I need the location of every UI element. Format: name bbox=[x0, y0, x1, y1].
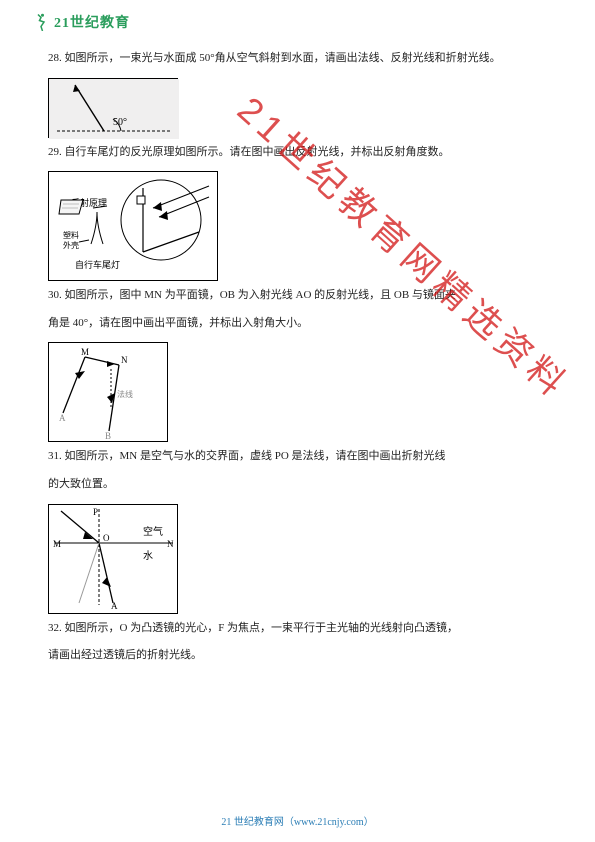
fig29-label-mid2: 外壳 bbox=[63, 240, 79, 250]
logo-runner-icon bbox=[32, 13, 50, 31]
figure-31: M N P O 空气 水 A bbox=[48, 504, 178, 614]
question-31-line1: 31. 如图所示，MN 是空气与水的交界面，虚线 PO 是法线，请在图中画出折射… bbox=[48, 448, 548, 466]
fig31-a: A bbox=[111, 601, 118, 611]
logo: 21世纪教育 bbox=[32, 12, 130, 32]
fig31-air: 空气 bbox=[143, 525, 163, 538]
angle-50-label: 50° bbox=[113, 117, 127, 128]
fig30-normal-label: 法线 bbox=[117, 389, 133, 399]
figure-30: M N A 法线 B bbox=[48, 342, 168, 442]
question-28: 28. 如图所示，一束光与水面成 50°角从空气斜射到水面，请画出法线、反射光线… bbox=[48, 50, 548, 68]
question-32-line1: 32. 如图所示，O 为凸透镜的光心，F 为焦点，一束平行于主光轴的光线射向凸透… bbox=[48, 620, 548, 638]
fig29-label-bottom: 自行车尾灯 bbox=[75, 259, 120, 270]
question-29: 29. 自行车尾灯的反光原理如图所示。请在图中画出反射光线，并标出反射角度数。 bbox=[48, 144, 548, 162]
fig30-point-m: M bbox=[81, 347, 89, 357]
fig29-label-mid: 塑料 bbox=[63, 230, 79, 240]
fig31-water: 水 bbox=[143, 550, 153, 562]
question-31-line2: 的大致位置。 bbox=[48, 476, 548, 494]
question-30-line2: 角是 40°，请在图中画出平面镜，并标出入射角大小。 bbox=[48, 315, 548, 333]
fig30-point-a: A bbox=[59, 413, 66, 423]
page-footer: 21 世纪教育网（www.21cnjy.com） bbox=[0, 813, 595, 828]
fig30-point-b: B bbox=[105, 431, 111, 441]
fig30-point-n: N bbox=[121, 355, 128, 365]
fig31-m: M bbox=[53, 539, 61, 549]
question-30-line1: 30. 如图所示，图中 MN 为平面镜，OB 为入射光线 AO 的反射光线，且 … bbox=[48, 287, 548, 305]
fig31-o: O bbox=[103, 533, 110, 543]
logo-brand-text: 21世纪教育 bbox=[54, 12, 130, 32]
question-32-line2: 请画出经过透镜后的折射光线。 bbox=[48, 647, 548, 665]
figure-28: 50° bbox=[48, 78, 178, 138]
fig31-p: P bbox=[93, 507, 98, 517]
page-content: 28. 如图所示，一束光与水面成 50°角从空气斜射到水面，请画出法线、反射光线… bbox=[48, 50, 548, 675]
figure-29: 反射原理 塑料 外壳 自行车尾灯 bbox=[48, 171, 218, 281]
fig31-n: N bbox=[167, 539, 174, 549]
